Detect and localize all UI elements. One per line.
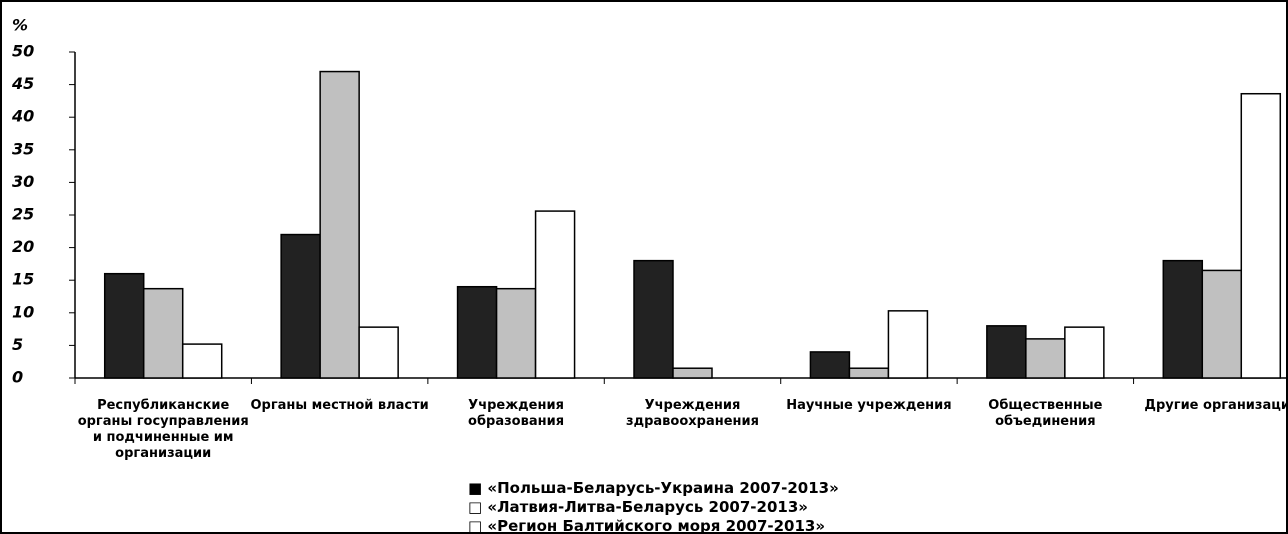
- x-tick-label: Учреждения здравоохранения: [626, 398, 759, 429]
- y-tick-label: 20: [12, 237, 34, 256]
- bar: [103, 272, 145, 379]
- bar: [1201, 269, 1243, 379]
- bar: [1240, 92, 1282, 379]
- x-tick-label: Органы местной власти: [250, 398, 429, 413]
- legend-entry: □ «Регион Балтийского моря 2007-2013»: [468, 517, 826, 534]
- bar: [319, 70, 360, 379]
- bar: [534, 210, 576, 379]
- y-tick-label: 0: [12, 368, 23, 387]
- x-tick-label: Научные учреждения: [786, 398, 952, 413]
- bar: [1162, 259, 1204, 379]
- bar: [358, 326, 399, 379]
- x-tick-label: Другие организации: [1144, 398, 1288, 413]
- bar: [887, 310, 929, 379]
- bar: [633, 259, 674, 379]
- y-tick-label: 25: [12, 205, 34, 224]
- bar: [1064, 326, 1105, 379]
- y-tick-label: 5: [12, 335, 23, 354]
- bar: [495, 287, 537, 379]
- bar: [456, 285, 498, 379]
- bar: [1025, 338, 1066, 379]
- bar: [809, 351, 851, 379]
- y-tick-label: 50: [12, 42, 34, 61]
- x-tick-label: Общественные объединения: [988, 398, 1103, 429]
- y-tick-label: 30: [12, 172, 34, 191]
- bar: [280, 233, 321, 379]
- y-tick-label: 40: [11, 107, 34, 126]
- legend-entry: □ «Латвия-Литва-Беларусь 2007-2013»: [468, 498, 808, 516]
- x-tick-label: Учреждения образования: [468, 398, 565, 429]
- bar: [142, 287, 184, 379]
- y-tick-label: 45: [11, 74, 34, 93]
- y-tick-label: 15: [12, 270, 34, 289]
- x-tick-label: Республиканские органы госуправления и п…: [77, 398, 249, 461]
- legend-entry: ■ «Польша-Беларусь-Украина 2007-2013»: [468, 479, 839, 497]
- bar: [986, 325, 1027, 379]
- y-tick-label: 35: [12, 139, 34, 158]
- y-axis-label: %: [12, 16, 28, 35]
- bar: [181, 343, 223, 379]
- bar: [672, 367, 713, 379]
- y-tick-label: 10: [12, 302, 34, 321]
- bar: [848, 367, 890, 379]
